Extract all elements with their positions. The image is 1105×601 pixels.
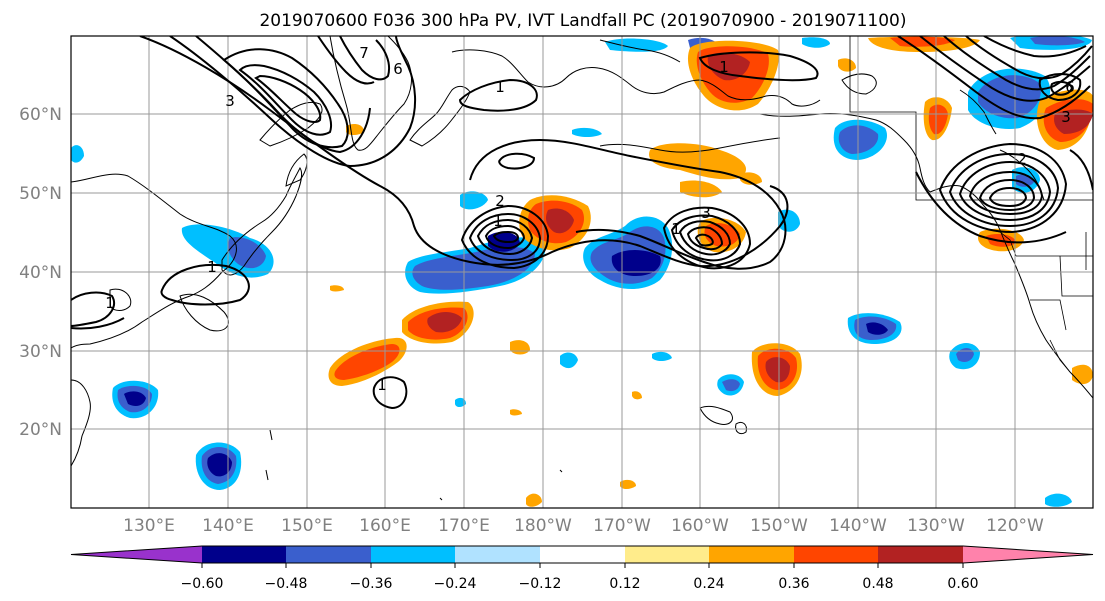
lon-label: 130°E [123,516,175,536]
map-frame [70,35,1094,509]
contour-label: 3 [225,92,235,110]
figure-title: 2019070600 F036 300 hPa PV, IVT Landfall… [259,11,906,31]
contour-label: 6 [393,60,403,78]
contour-label: 1 [207,258,217,276]
colorbar-tick-label: −0.24 [434,576,477,592]
colorbar-tick-label: −0.36 [350,576,393,592]
lon-label: 170°W [593,516,651,536]
contour-labels: 1 1 1 1 2 3 1 1 1 2 3 6 6 7 3 [105,44,1075,394]
lat-label: 50°N [19,184,62,204]
latitude-labels: 60°N 50°N 40°N 30°N 20°N [19,105,62,440]
colorbar-tick-label: −0.48 [265,576,308,592]
lon-label: 180°W [514,516,572,536]
contour-label: 3 [1061,108,1071,126]
colorbar-tick-label: 0.12 [609,576,640,592]
lon-label: 160°W [671,516,729,536]
colorbar [70,545,1094,568]
colorbar-segment [540,546,625,563]
lon-label: 140°W [829,516,887,536]
lon-label: 160°E [359,516,411,536]
lon-label: 140°E [202,516,254,536]
colorbar-tick-label: 0.60 [947,576,978,592]
contour-label: 1 [719,58,729,76]
colorbar-segment [455,546,540,563]
colorbar-tick-label: 0.24 [693,576,724,592]
pv-contours [71,36,1093,410]
contour-label: 6 [1065,78,1075,96]
lat-label: 20°N [19,420,62,440]
contour-label: 1 [493,212,503,230]
lon-label: 150°E [281,516,333,536]
colorbar-extend-low [71,546,202,563]
colorbar-segment [202,546,286,563]
colorbar-segment [878,546,963,563]
contour-label: 2 [1017,150,1027,168]
contour-label: 7 [359,44,369,62]
longitude-labels: 130°E 140°E 150°E 160°E 170°E 180°W 170°… [123,516,1044,536]
colorbar-segment [371,546,455,563]
contour-label: 3 [701,204,711,222]
colorbar-segment [794,546,878,563]
lon-label: 150°W [750,516,808,536]
lat-label: 60°N [19,105,62,125]
colorbar-tick-label: −0.12 [519,576,562,592]
lon-label: 130°W [907,516,965,536]
colorbar-tick-labels: −0.60 −0.48 −0.36 −0.24 −0.12 0.12 0.24 … [181,576,979,592]
colorbar-segment [625,546,709,563]
colorbar-tick-label: 0.48 [862,576,893,592]
contour-label: 2 [495,192,505,210]
lat-label: 30°N [19,342,62,362]
contour-label: 1 [105,294,115,312]
colorbar-extend-high [963,546,1093,563]
map-area: 1 1 1 1 2 3 1 1 1 2 3 6 6 7 3 [71,36,1093,508]
contour-label: 1 [671,220,681,238]
lon-label: 120°W [986,516,1044,536]
colorbar-segment [286,546,371,563]
colorbar-tick-label: 0.36 [778,576,809,592]
contour-label: 1 [495,78,505,96]
contour-label: 1 [377,376,387,394]
colorbar-tick-label: −0.60 [181,576,224,592]
colorbar-segment [709,546,794,563]
lat-label: 40°N [19,263,62,283]
lon-label: 170°E [438,516,490,536]
